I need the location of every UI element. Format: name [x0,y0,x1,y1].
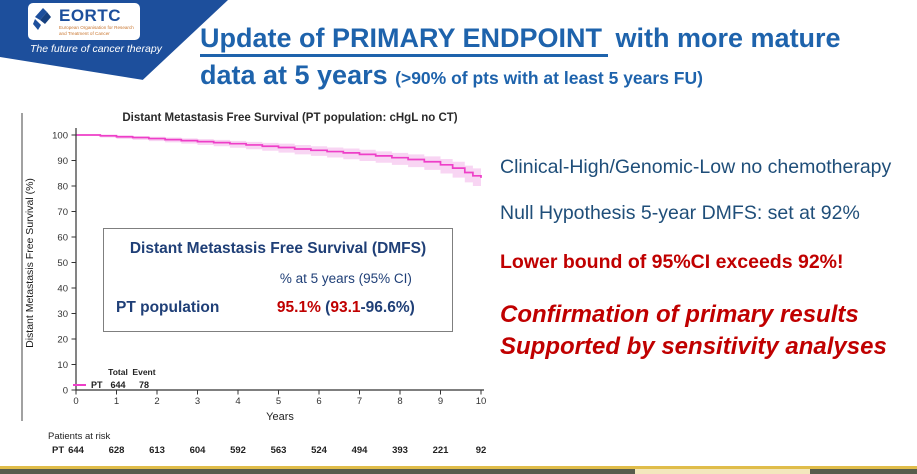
at-risk-value: 628 [109,445,125,456]
title-line-2: data at 5 years (>90% of pts with at lea… [200,59,912,93]
eortc-logo-word: EORTC [59,6,121,26]
at-risk-label: Patients at risk [48,431,111,442]
y-tick-label: 40 [57,284,68,295]
commentary-null-hypothesis: Null Hypothesis 5-year DMFS: set at 92% [500,202,860,224]
stats-box-column-header: % at 5 years (95% CI) [279,271,412,286]
at-risk-value: 563 [271,445,287,456]
x-tick-label: 9 [438,396,443,407]
y-tick-label: 0 [63,386,68,397]
y-tick-label: 70 [57,207,68,218]
at-risk-value: 592 [230,445,246,456]
y-tick-label: 60 [57,233,68,244]
legend-series-name: PT [91,380,103,390]
dmfs-stats-box: Distant Metastasis Free Survival (DMFS) … [103,228,453,332]
stats-box-value: 95.1% (93.1-96.6%) [240,299,452,317]
at-risk-value: 92 [476,445,487,456]
value-estimate: 95.1% [276,299,321,316]
x-axis-label: Years [266,411,294,423]
eortc-tagline: The future of cancer therapy [30,43,162,55]
x-tick-label: 8 [397,396,402,407]
y-tick-label: 80 [57,182,68,193]
legend-total-value: 644 [110,380,125,390]
y-tick-label: 90 [57,156,68,167]
y-tick-label: 10 [57,360,68,371]
eortc-logo-subtext: European Organisation for Research and T… [59,25,134,36]
x-tick-label: 5 [276,396,281,407]
slide-title: Update of PRIMARY ENDPOINT with more mat… [200,22,912,93]
conclusion-line-2: Supported by sensitivity analyses [500,332,887,360]
legend-header-event: Event [132,367,155,377]
bottom-bar-olive-stripe [0,469,917,474]
commentary-conclusion: Confirmation of primary results Supporte… [500,299,914,363]
eortc-logo: EORTC European Organisation for Research… [28,3,140,40]
bottom-bar [0,466,917,474]
legend-event-value: 78 [139,380,149,390]
title-subtitle-text: (>90% of pts with at least 5 years FU) [395,67,703,88]
x-tick-label: 4 [235,396,240,407]
eortc-logo-icon [32,5,56,38]
at-risk-value: 613 [149,445,165,456]
title-line2-text: data at 5 years [200,59,388,90]
chart-title: Distant Metastasis Free Survival (PT pop… [122,112,457,124]
at-risk-value: 604 [190,445,207,456]
commentary-highlight: Lower bound of 95%CI exceeds 92%! [500,251,844,273]
y-tick-label: 50 [57,258,68,269]
title-line-1: Update of PRIMARY ENDPOINT with more mat… [200,22,912,57]
x-tick-label: 3 [195,396,200,407]
x-tick-label: 7 [357,396,362,407]
at-risk-value: 494 [352,445,369,456]
confidence-band [76,135,481,189]
y-tick-label: 30 [57,309,68,320]
km-chart: 0 10 20 30 40 50 60 70 80 90 100 0 1 2 3 4 5 6 7 8 9 10 Distan… [18,106,518,472]
chart-image-left-edge [21,113,23,421]
at-risk-value: 221 [433,445,450,456]
stats-box-title: Distant Metastasis Free Survival (DMFS) [129,240,427,257]
x-tick-label: 10 [476,396,487,407]
at-risk-value: 524 [311,445,328,456]
legend-header-total: Total [108,367,128,377]
value-paren: ( [320,299,331,316]
title-underlined-text: Update of PRIMARY ENDPOINT [200,23,609,57]
value-ci-rest: -96.6%) [360,299,415,316]
at-risk-value: 393 [392,445,408,456]
at-risk-value: 644 [68,445,85,456]
x-tick-label: 6 [316,396,321,407]
x-tick-label: 0 [73,396,78,407]
title-rest-text: with more mature [608,23,841,53]
value-ci-lower: 93.1 [330,299,361,316]
x-tick-label: 1 [114,396,119,407]
commentary-panel: Clinical-High/Genomic-Low no chemotherap… [500,156,914,363]
y-axis-label: Distant Metastasis Free Survival (%) [24,178,36,348]
stats-box-row-label: PT population [116,299,220,316]
bottom-bar-gold-stripe [0,466,917,469]
stats-box-header-spacer [104,271,240,286]
commentary-population: Clinical-High/Genomic-Low no chemotherap… [500,156,892,178]
y-tick-label: 20 [57,335,68,346]
y-tick-label: 100 [52,131,68,142]
conclusion-line-1: Confirmation of primary results [500,301,859,328]
bottom-bar-pale-segment [635,469,810,474]
survival-curve [76,134,482,178]
x-tick-label: 2 [154,396,159,407]
at-risk-row-name: PT [52,445,64,456]
